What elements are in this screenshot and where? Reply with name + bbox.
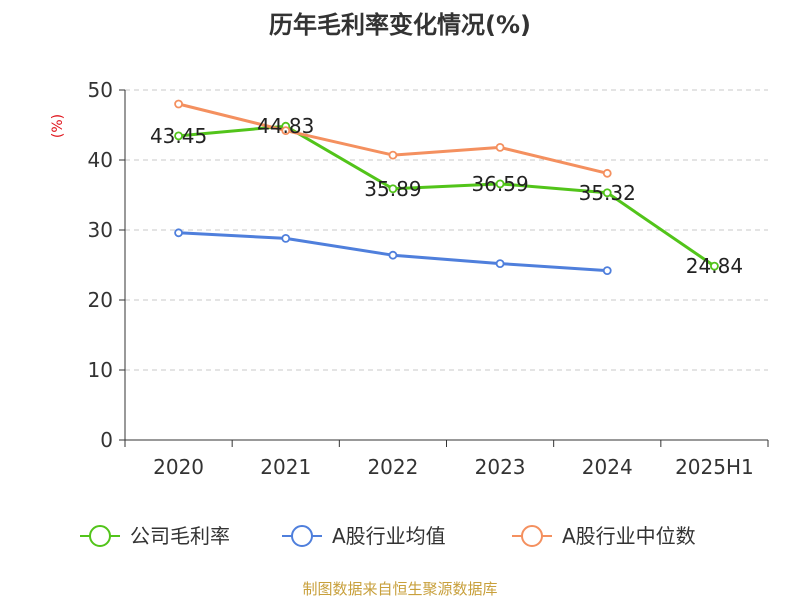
series-points xyxy=(174,99,719,276)
data-label: 35.89 xyxy=(364,177,421,201)
data-point xyxy=(174,131,183,141)
legend-marker-icon xyxy=(291,525,313,547)
legend-label: A股行业中位数 xyxy=(562,524,696,548)
data-point xyxy=(174,228,183,238)
x-tick-label: 2025H1 xyxy=(675,455,754,479)
data-labels: 43.45 44.83 35.89 36.59 35.32 24.84 xyxy=(150,114,743,278)
legend-item-0[interactable]: 公司毛利率 xyxy=(80,524,230,548)
series-line-2 xyxy=(178,102,608,175)
y-tick-label: 40 xyxy=(88,148,113,172)
series-line-0 xyxy=(178,124,716,268)
y-axis-unit-label: (%) xyxy=(50,114,66,138)
legend-label: A股行业均值 xyxy=(332,524,446,548)
legend-marker-icon xyxy=(89,525,111,547)
source-note: 制图数据来自恒生聚源数据库 xyxy=(302,580,497,598)
data-label: 35.32 xyxy=(579,181,636,205)
data-point xyxy=(710,261,719,271)
legend-label: 公司毛利率 xyxy=(130,524,230,548)
legend-item-2[interactable]: A股行业中位数 xyxy=(512,524,696,548)
data-point xyxy=(281,233,291,243)
data-point xyxy=(281,126,291,136)
data-point xyxy=(388,184,398,194)
data-point xyxy=(388,150,398,160)
data-label: 36.59 xyxy=(471,172,528,196)
x-tick-label: 2022 xyxy=(367,455,418,479)
y-tick-label: 0 xyxy=(100,428,113,452)
data-point xyxy=(174,99,183,109)
data-point xyxy=(495,179,505,189)
y-tick-label: 20 xyxy=(88,288,113,312)
y-tick-label: 50 xyxy=(88,78,113,102)
x-tick-label: 2021 xyxy=(260,455,311,479)
legend-item-1[interactable]: A股行业均值 xyxy=(282,524,446,548)
chart-title: 历年毛利率变化情况(%) xyxy=(269,11,531,39)
y-tick-label: 30 xyxy=(88,218,113,242)
data-point xyxy=(495,142,505,152)
data-point xyxy=(602,168,612,178)
data-label: 44.83 xyxy=(257,114,314,138)
data-point xyxy=(388,250,398,260)
y-tick-label: 10 xyxy=(88,358,113,382)
legend-marker-icon xyxy=(521,525,543,547)
x-tick-label: 2023 xyxy=(475,455,526,479)
x-tick-label: 2020 xyxy=(153,455,204,479)
data-label: 43.45 xyxy=(150,124,207,148)
data-point xyxy=(495,259,505,269)
legend: 公司毛利率 A股行业均值 A股行业中位数 xyxy=(80,524,696,548)
data-label: 24.84 xyxy=(686,254,743,278)
data-point xyxy=(602,266,612,276)
x-tick-label: 2024 xyxy=(582,455,633,479)
data-point xyxy=(602,188,612,198)
axes: 0 10 20 30 40 50 2020 2021 2022 2023 2024 2025H1 xyxy=(88,78,769,479)
